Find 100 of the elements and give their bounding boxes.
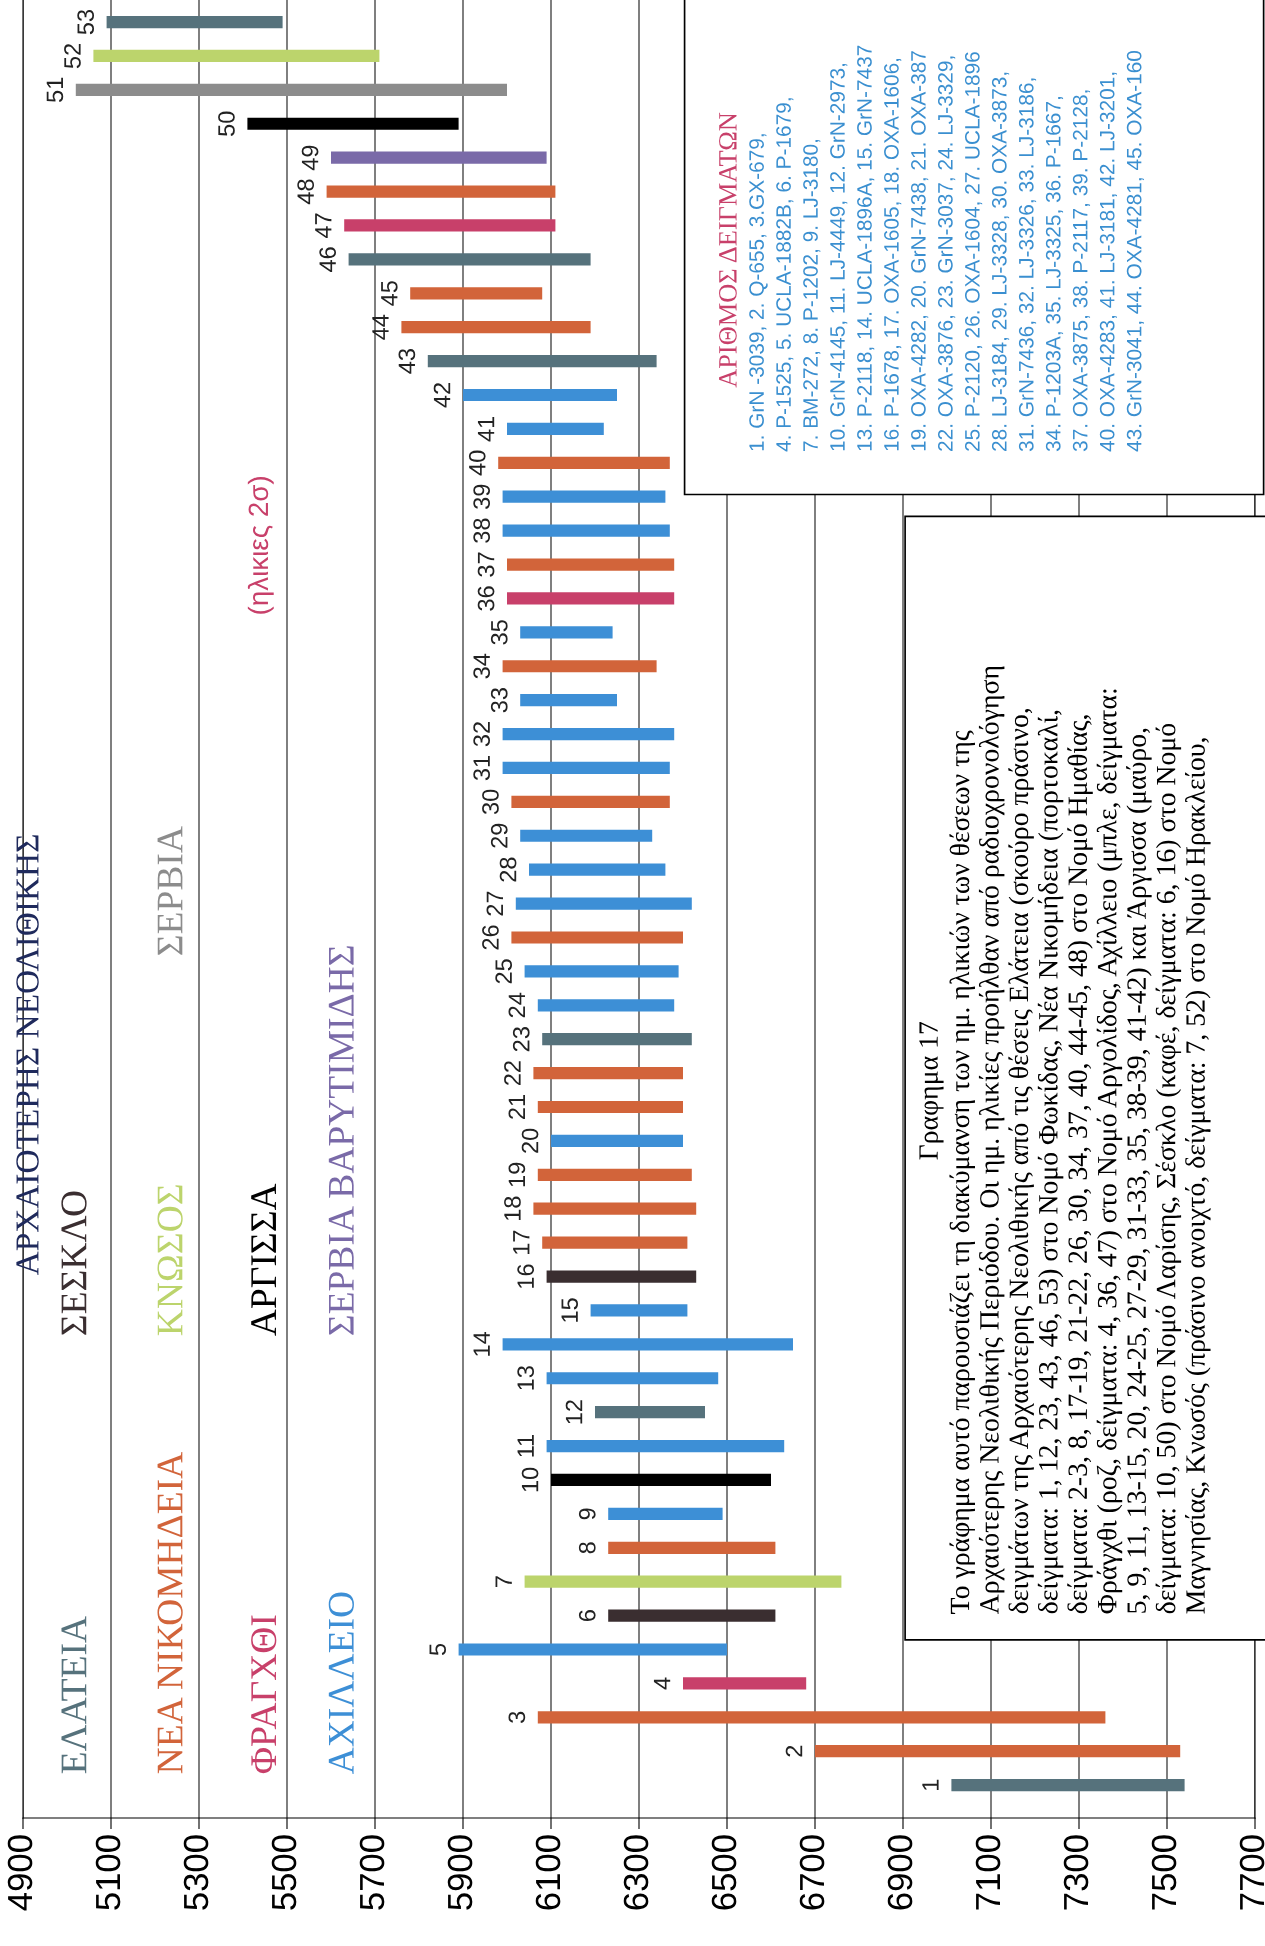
annotation: Γραφημα 17 (919, 1022, 944, 1160)
y-tick-label: 17 (513, 1230, 530, 1254)
y-tick-label: 2 (785, 1745, 803, 1757)
x-tick-label: 5100 (95, 1835, 121, 1910)
bar (106, 15, 283, 29)
y-tick-label: 21 (508, 1095, 525, 1119)
y-tick-label: 32 (473, 722, 491, 747)
bar (533, 1202, 697, 1215)
bar (502, 660, 657, 673)
bar (507, 422, 604, 435)
bar (537, 999, 675, 1012)
bar (502, 761, 670, 775)
y-tick-label: 45 (381, 281, 398, 306)
y-tick-label: 43 (398, 349, 416, 374)
bar (551, 1473, 771, 1487)
y-tick-label: 49 (301, 145, 319, 171)
bar (595, 1406, 705, 1419)
bar (608, 1507, 723, 1520)
bar (524, 1575, 842, 1588)
y-tick-label: 24 (508, 992, 525, 1018)
bar (546, 1439, 785, 1453)
bar (590, 1304, 688, 1317)
y-tick-label: 18 (504, 1196, 521, 1221)
y-tick-label: 44 (372, 314, 389, 340)
bar (520, 626, 613, 639)
bar (502, 524, 670, 537)
y-tick-label: 15 (561, 1298, 579, 1322)
bar (608, 1541, 776, 1554)
bar (463, 388, 617, 402)
bar (502, 490, 666, 503)
x-tick-label: 6300 (623, 1835, 649, 1910)
y-tick-label: 23 (512, 1027, 530, 1052)
x-tick-label: 7700 (1239, 1835, 1265, 1910)
text: ΚΝΩΣΟΣ (157, 1185, 183, 1336)
y-tick-label: 29 (490, 823, 508, 848)
text: 1. GrN -3039, 2. Q-655, 3.GX-679, 4. P-1525, 5. UCLA-1882B, 6. P-1679, 7. BM-272, 8. P-1202, 9. LJ-3180, 10. GrN-4145, 11. LJ-4449, 12. GrN-2973, 13. P-2118, 14. UCLA-1896A, 15. GrN-7437 16. P-1678, 17. OXA-1605, 18. OXA-1606, 19. OXA-4282, 20. GrN-7438, 21. OXA-387 22. OXA-3876, 23. GrN-3037, 24. LJ-3329, 25. P-2120, 26. OXA-1604, 27. UCLA-1896 28. LJ-3184, 29. LJ-3328, 30. OXA-3873, 31. GrN-7436, 32. LJ-3326, 33. LJ-3186, 34. P-1203A, 35. LJ-3325, 36. P-1667, 37. OXA-3875, 38. P-2117, 39. P-2128, 40. OXA-4283, 41. LJ-3181, 42. LJ-3201, 43. GrN-3041, 44. OXA-4281, 45. OXA-160 (749, 45, 1144, 452)
bar (498, 456, 670, 469)
bar (520, 829, 653, 842)
bar (75, 83, 507, 96)
text: ΦΡΑΓΧΘΙ (251, 1615, 277, 1774)
x-tick-label: 6700 (799, 1835, 825, 1910)
text: ΣΕΣΚΛΟ (61, 1191, 87, 1335)
y-tick-label: 36 (477, 586, 495, 611)
bar (537, 1168, 692, 1181)
bar (331, 151, 547, 164)
bar (520, 694, 617, 707)
y-tick-label: 27 (486, 891, 503, 916)
y-tick-label: 50 (218, 111, 235, 136)
y-tick-label: 1 (922, 1779, 939, 1790)
bar (247, 117, 459, 130)
x-tick-label: 6100 (535, 1835, 561, 1910)
text: ΕΛΑΤΕΙΑ (61, 1616, 87, 1774)
y-tick-label: 6 (578, 1610, 596, 1621)
bar (537, 1711, 1106, 1724)
y-tick-label: 20 (521, 1128, 539, 1153)
bar (524, 965, 679, 978)
x-tick-label: 7500 (1151, 1835, 1177, 1910)
y-tick-label: 19 (508, 1162, 526, 1187)
bar (427, 354, 657, 368)
bar (348, 253, 591, 266)
bar (502, 1338, 793, 1351)
bar (542, 1236, 688, 1249)
y-tick-label: 16 (517, 1264, 535, 1288)
y-tick-label: 13 (517, 1366, 535, 1390)
bar (542, 1033, 692, 1046)
bar (344, 219, 556, 232)
bar (815, 1745, 1181, 1758)
bar (533, 1067, 683, 1080)
bar (507, 558, 675, 571)
y-tick-label: 9 (578, 1508, 596, 1520)
bar (502, 727, 675, 741)
y-tick-label: 31 (473, 755, 491, 781)
y-tick-label: 53 (77, 9, 95, 35)
x-tick-label: 4900 (7, 1835, 33, 1911)
bar (326, 185, 556, 198)
text: Το γράφημα αυτό παρουσιάζει τη διακύμανση των ημ. ηλικιών των θέσεων της Αρχαιότερης Νεολιθικής Περιόδου. Οι ημ. ηλικίες προήλθαν από ραδιοχρονολόγηση δειγμάτων της Αρχαιότερης Νεολιθικής από τις θέσεις Ελάτεια (σκούρο πράσινο, δείγματα: 1, 12, 23, 43, 46, 53) στο Νομό Φωκίδας, Νέα Νικομήδεια (πορτοκαλί, δείγματα: 2-3, 8, 17-19, 21-22, 26, 30, 34, 37, 40, 44-45, 48) στο Νομό Ημαθίας, Φράγχθι (ροζ, δείγματα: 4, 36, 47) στο Νομό Αργολίδος, Αχίλλειο (μπλε, δείγματα: 5, 9, 11, 13-15, 20, 24-25, 27-29, 31-33, 35, 38-39, 41-42) και Άργισσα (μαύρο, δείγματα: 10, 50) στο Νομό Λαρίσης, Σέσκλο (καφέ, δείγματα: 6, 16) στο Νομό Μαγνησίας, Κνωσός (πράσινο ανοιχτό, δείγματα: 7, 52) στο Νομό Ηρακλείου, (949, 666, 1211, 1615)
y-tick-label: 42 (433, 383, 451, 408)
x-tick-label: 5900 (447, 1835, 473, 1910)
y-tick-label: 4 (653, 1677, 671, 1690)
bar (551, 1134, 683, 1148)
y-tick-label: 35 (490, 620, 508, 645)
bar (537, 1100, 683, 1114)
text: ΑΧΙΛΛΕΙΟ (328, 1592, 354, 1774)
y-tick-label: 37 (477, 552, 495, 577)
bar (529, 863, 666, 876)
y-tick-label: 12 (565, 1400, 583, 1424)
bar (93, 49, 380, 63)
y-tick-label: 7 (495, 1576, 512, 1588)
text: (ηλικιες 2σ) (247, 477, 274, 614)
y-tick-label: 11 (517, 1434, 534, 1457)
y-tick-label: 28 (499, 857, 517, 882)
text: ΣΕΡΒΙΑ ΒΑΡΥΤΙΜΙΔΗΣ (328, 946, 354, 1335)
text: ΑΡΓΙΣΣΑ (251, 1183, 276, 1336)
bar (507, 592, 675, 605)
y-tick-label: 38 (473, 518, 491, 543)
y-tick-label: 30 (482, 789, 499, 815)
y-tick-label: 34 (473, 653, 491, 679)
annotation: ΑΡΙΘΜΟΣ ΔΕΙΓΜΑΤΩΝ (719, 112, 737, 388)
bar (458, 1643, 727, 1656)
y-tick-label: 5 (429, 1643, 447, 1656)
